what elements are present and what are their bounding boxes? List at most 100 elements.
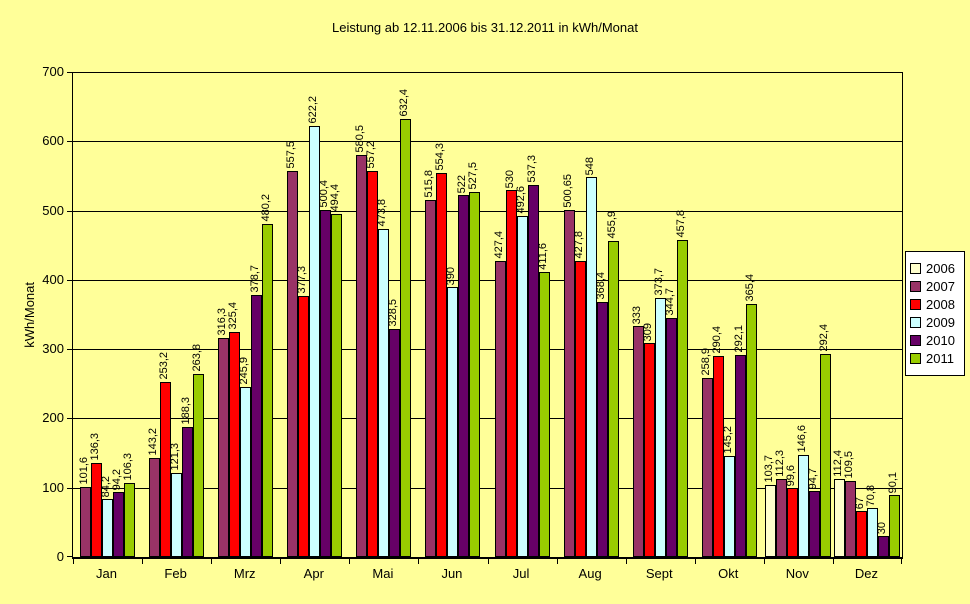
bar-label-2007-Dez: 109,5 (843, 451, 856, 479)
bar-label-2009-Feb: 121,3 (169, 443, 182, 471)
gridline-600 (73, 141, 902, 142)
bar-label-2010-Sept: 344,7 (663, 288, 676, 316)
bar-2010-Jun[interactable]: 522 (456, 175, 470, 557)
bar-2006-Dez[interactable]: 112,4 (832, 450, 846, 557)
x-axis-tick-0 (73, 559, 74, 564)
legend-swatch-2007 (910, 281, 921, 292)
bar-label-2009-Apr: 622,2 (307, 96, 320, 124)
plot-area[interactable]: 101,6 136,3 84,2 94,2 106,3 143,2 253,2 121,3 18… (67, 72, 903, 564)
bar-2008-Dez[interactable]: 67 (854, 497, 868, 557)
legend-item-2011[interactable]: 2011 (910, 351, 960, 366)
bar-group-Feb: 143,2 253,2 121,3 188,3 263,8 (142, 72, 211, 557)
bar-2008-Jun[interactable]: 554,3 (434, 143, 448, 557)
bar-group-Dez: 112,4 109,5 67 70,8 30 90,1 (832, 72, 902, 557)
bar-2010-Apr[interactable]: 500,4 (318, 180, 332, 557)
bar-2011-Apr[interactable]: 494,4 (329, 184, 343, 557)
legend-item-2008[interactable]: 2008 (910, 297, 960, 312)
bar-2010-Aug[interactable]: 368,4 (595, 272, 608, 557)
bar-2007-Nov[interactable]: 112,3 (774, 450, 788, 557)
legend-label-2006: 2006 (926, 261, 955, 276)
bar-2010-Mrz[interactable]: 378,7 (249, 265, 263, 557)
legend-item-2006[interactable]: 2006 (910, 261, 960, 276)
x-axis-tick-4 (349, 559, 351, 564)
bar-2008-Okt[interactable]: 290,4 (711, 326, 724, 557)
bar-2011-Nov[interactable]: 292,4 (818, 324, 832, 557)
bar-label-2011-Jul: 411,6 (536, 243, 549, 270)
bar-label-2007-Apr: 557,5 (285, 141, 298, 169)
x-axis-tick-end (901, 559, 902, 564)
legend-item-2010[interactable]: 2010 (910, 333, 960, 348)
bar-2009-Sept[interactable]: 373,7 (653, 268, 666, 557)
bar-2009-Jun[interactable]: 390 (445, 267, 459, 557)
bar-2006-Nov[interactable]: 103,7 (763, 455, 777, 557)
bar-2007-Jan[interactable]: 101,6 (78, 457, 92, 557)
bar-2010-Mai[interactable]: 328,5 (387, 299, 401, 557)
bar-2010-Jul[interactable]: 537,3 (526, 155, 539, 557)
bar-2008-Aug[interactable]: 427,8 (573, 231, 586, 557)
bar-group-Nov: 103,7 112,3 99,6 146,6 94,7 292,4 (763, 72, 833, 557)
bar-2011-Sept[interactable]: 457,8 (675, 210, 688, 557)
bar-2008-Mai[interactable]: 557,2 (365, 141, 379, 557)
x-axis-label-Jul: Jul (512, 566, 530, 581)
bar-2007-Mai[interactable]: 580,5 (354, 125, 368, 557)
y-axis-label-400: 400 (42, 272, 64, 287)
bar-2009-Jul[interactable]: 492,6 (515, 186, 528, 557)
bar-2011-Mrz[interactable]: 480,2 (260, 194, 274, 557)
bar-2010-Jan[interactable]: 94,2 (111, 469, 125, 557)
bar-2008-Nov[interactable]: 99,6 (785, 465, 799, 557)
bar-2011-Aug[interactable]: 455,9 (606, 211, 619, 557)
bar-2011-Jan[interactable]: 106,3 (122, 453, 136, 557)
bar-2011-Dez[interactable]: 90,1 (887, 472, 901, 557)
bar-label-2011-Okt: 365,4 (743, 274, 756, 302)
bar-2009-Mai[interactable]: 473,8 (376, 199, 390, 557)
bar-label-2007-Aug: 500,65 (561, 174, 574, 208)
bar-2008-Mrz[interactable]: 325,4 (227, 302, 241, 557)
bar-2009-Apr[interactable]: 622,2 (307, 96, 321, 557)
bar-2007-Apr[interactable]: 557,5 (285, 141, 299, 557)
bar-2007-Okt[interactable]: 258,9 (700, 348, 713, 557)
bar-2008-Apr[interactable]: 377,3 (296, 266, 310, 557)
bar-2009-Aug[interactable]: 548 (584, 157, 597, 557)
bar-2011-Mai[interactable]: 632,4 (398, 89, 412, 557)
bar-2008-Sept[interactable]: 309 (642, 323, 655, 557)
bar-2007-Feb[interactable]: 143,2 (147, 428, 161, 557)
bar-2010-Sept[interactable]: 344,7 (664, 288, 677, 557)
legend-item-2007[interactable]: 2007 (910, 279, 960, 294)
bar-label-2011-Nov: 292,4 (818, 324, 831, 352)
bar-2009-Dez[interactable]: 70,8 (865, 485, 879, 557)
bar-2009-Feb[interactable]: 121,3 (169, 443, 183, 557)
bar-2011-Feb[interactable]: 263,8 (191, 344, 205, 557)
legend-label-2008: 2008 (926, 297, 955, 312)
bar-2010-Feb[interactable]: 188,3 (180, 397, 194, 557)
bar-2010-Dez[interactable]: 30 (876, 522, 890, 557)
bar-2007-Dez[interactable]: 109,5 (843, 451, 857, 557)
bar-2009-Nov[interactable]: 146,6 (796, 425, 810, 557)
bar-2008-Jul[interactable]: 530 (504, 170, 517, 557)
bar-2007-Jun[interactable]: 515,8 (423, 170, 437, 557)
bar-2011-Jul[interactable]: 411,6 (537, 243, 550, 557)
y-axis-tick-200 (67, 418, 73, 419)
x-axis-label-Sept: Sept (645, 566, 673, 581)
bar-label-2011-Jun: 527,5 (467, 162, 480, 190)
x-axis-label-Okt: Okt (718, 566, 739, 581)
bar-label-2009-Aug: 548 (583, 156, 596, 175)
bar-label-2008-Apr: 377,3 (296, 266, 309, 294)
bar-2011-Jun[interactable]: 527,5 (467, 162, 481, 557)
bar-2007-Aug[interactable]: 500,65 (562, 174, 575, 557)
bar-2008-Jan[interactable]: 136,3 (89, 433, 103, 557)
bar-2009-Okt[interactable]: 145,2 (722, 426, 735, 557)
bar-2007-Mrz[interactable]: 316,3 (216, 308, 230, 557)
bar-2007-Sept[interactable]: 333 (631, 306, 644, 557)
bar-2011-Okt[interactable]: 365,4 (744, 274, 757, 557)
bar-2010-Okt[interactable]: 292,1 (733, 325, 746, 557)
legend-item-2009[interactable]: 2009 (910, 315, 960, 330)
bar-2007-Jul[interactable]: 427,4 (493, 231, 506, 557)
bar-2008-Feb[interactable]: 253,2 (158, 352, 172, 557)
x-axis-label-Mrz: Mrz (233, 566, 256, 581)
bar-2009-Jan[interactable]: 84,2 (100, 476, 114, 557)
bar-2009-Mrz[interactable]: 245,9 (238, 357, 252, 557)
bar-label-2008-Feb: 253,2 (158, 352, 171, 380)
bar-2010-Nov[interactable]: 94,7 (807, 468, 821, 557)
gridline-200 (73, 418, 902, 419)
